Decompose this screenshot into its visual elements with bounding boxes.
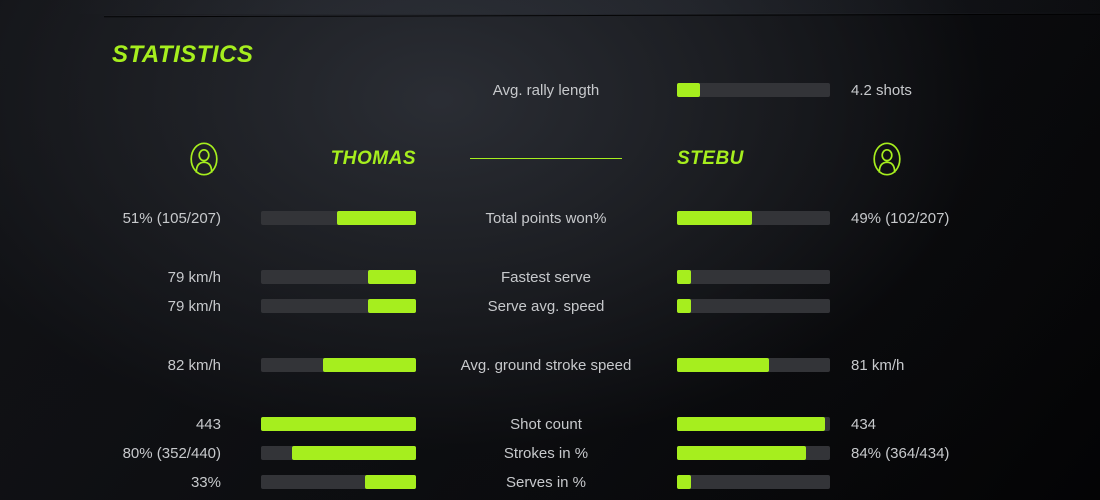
top-edge-highlight [0, 0, 1100, 14]
stat-label: Avg. ground stroke speed [460, 357, 632, 374]
rally-length-bar-fill [677, 83, 700, 97]
player-left-bar-fill [292, 446, 416, 460]
player-left-bar [261, 417, 416, 431]
player-right-bar-fill [677, 446, 806, 460]
player-left-bar-fill [323, 358, 416, 372]
player-left-bar [261, 475, 416, 489]
player-right-value: 81 km/h [851, 357, 905, 374]
player-right-bar [677, 299, 830, 313]
stat-row: 33% Serves in % [0, 468, 1100, 497]
player-right-bar [677, 417, 830, 431]
player-right-bar [677, 475, 830, 489]
player-right-value: 84% (364/434) [851, 445, 950, 462]
stat-label: Strokes in % [503, 445, 589, 462]
player-right-bar [677, 211, 830, 225]
player-right-bar-fill [677, 299, 691, 313]
player-name-right: STEBU [677, 148, 744, 169]
stat-label: Serves in % [505, 474, 587, 491]
player-left-bar [261, 211, 416, 225]
player-left-value: 443 [195, 416, 221, 433]
player-left-bar-fill [367, 270, 416, 284]
user-icon [190, 142, 218, 176]
player-right-bar-fill [677, 270, 691, 284]
player-right-bar [677, 270, 830, 284]
rally-length-bar [677, 83, 830, 97]
player-left-bar [261, 299, 416, 313]
stat-label: Total points won% [485, 210, 607, 227]
player-left-value: 51% (105/207) [122, 210, 221, 227]
rally-length-value: 4.2 shots [851, 82, 912, 99]
header-divider [470, 158, 622, 159]
player-left-value: 79 km/h [167, 269, 221, 286]
player-name-left: THOMAS [330, 148, 416, 169]
stat-label: Shot count [510, 416, 582, 433]
player-left-bar [261, 446, 416, 460]
player-left-bar [261, 358, 416, 372]
stat-label: Serve avg. speed [487, 298, 605, 315]
player-right-value: 434 [851, 416, 877, 433]
stat-row: 51% (105/207) Total points won% 49% (102… [0, 204, 1100, 233]
stat-row: 82 km/h Avg. ground stroke speed 81 km/h [0, 351, 1100, 380]
top-edge-line [104, 13, 1100, 18]
player-right-bar-fill [677, 417, 826, 431]
player-right-bar-fill [677, 211, 752, 225]
stat-row: 79 km/h Fastest serve [0, 263, 1100, 292]
player-left-bar [261, 270, 416, 284]
player-left-bar-fill [364, 475, 416, 489]
player-right-value: 49% (102/207) [851, 210, 950, 227]
player-left-bar-fill [261, 417, 416, 431]
player-right-bar [677, 446, 830, 460]
stat-label: Fastest serve [500, 269, 592, 286]
player-left-value: 79 km/h [167, 298, 221, 315]
player-left-value: 33% [190, 474, 221, 491]
player-left-bar-fill [367, 299, 416, 313]
user-icon [873, 142, 901, 176]
player-left-value: 80% (352/440) [122, 445, 221, 462]
player-right-bar-fill [677, 475, 691, 489]
stat-row: 80% (352/440) Strokes in % 84% (364/434) [0, 439, 1100, 468]
rally-length-row: Avg. rally length 4.2 shots [0, 76, 1100, 105]
player-right-bar [677, 358, 830, 372]
player-right-bar-fill [677, 358, 769, 372]
player-left-bar-fill [336, 211, 416, 225]
page-title: STATISTICS [112, 41, 254, 68]
stat-row: 79 km/h Serve avg. speed [0, 292, 1100, 321]
rally-length-label: Avg. rally length [492, 82, 600, 99]
stat-row: 443 Shot count 434 [0, 410, 1100, 439]
player-left-value: 82 km/h [167, 357, 221, 374]
